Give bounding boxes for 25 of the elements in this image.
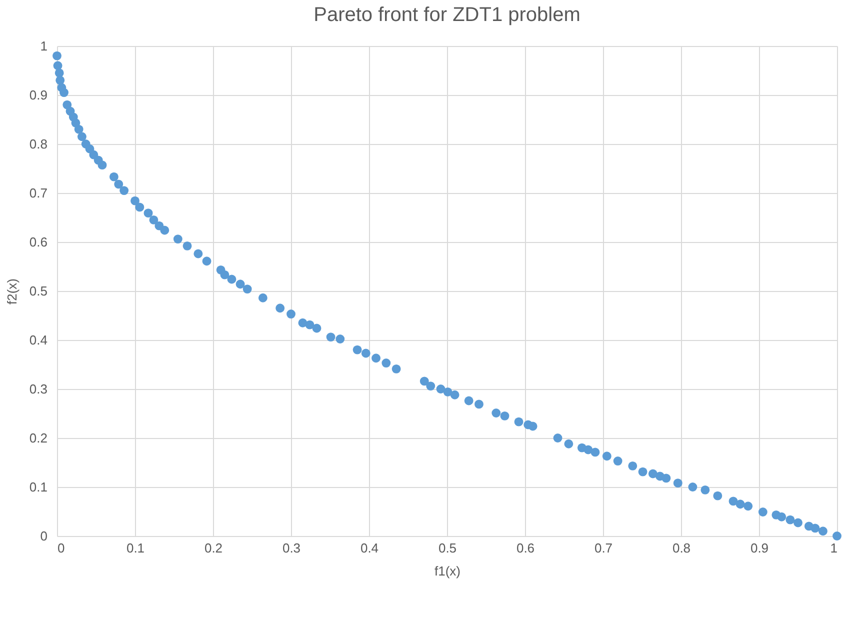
x-tick-label: 1	[830, 540, 838, 556]
y-tick-label: 0.2	[29, 430, 48, 446]
y-tick-label: 0.4	[29, 332, 48, 348]
x-tick-label: 0.4	[360, 540, 379, 556]
y-tick-label: 0.9	[29, 88, 48, 102]
y-tick-label: 1	[40, 38, 48, 54]
x-tick-label: 0.8	[672, 540, 691, 556]
x-tick-label: 0.5	[438, 540, 457, 556]
y-tick-label: 0.3	[29, 382, 48, 396]
y-tick-label: 0	[40, 528, 48, 544]
x-axis-title: f1(x)	[434, 564, 460, 578]
x-tick-label: 0.1	[126, 540, 145, 556]
y-tick-label: 0.7	[29, 186, 48, 200]
x-tick-label: 0	[58, 540, 65, 556]
x-tick-label: 0.7	[594, 540, 613, 556]
x-tick-label: 0.9	[750, 540, 769, 556]
y-tick-label: 0.8	[29, 136, 48, 152]
chart-title: Pareto front for ZDT1 problem	[314, 4, 580, 26]
x-tick-label: 0.6	[516, 540, 535, 556]
y-tick-label: 0.6	[29, 234, 48, 250]
y-tick-label: 0.5	[29, 284, 48, 298]
y-axis-title: f2(x)	[4, 278, 20, 304]
x-tick-label: 0.3	[282, 540, 301, 556]
x-tick-label: 0.2	[204, 540, 223, 556]
y-tick-label: 0.1	[29, 480, 48, 494]
